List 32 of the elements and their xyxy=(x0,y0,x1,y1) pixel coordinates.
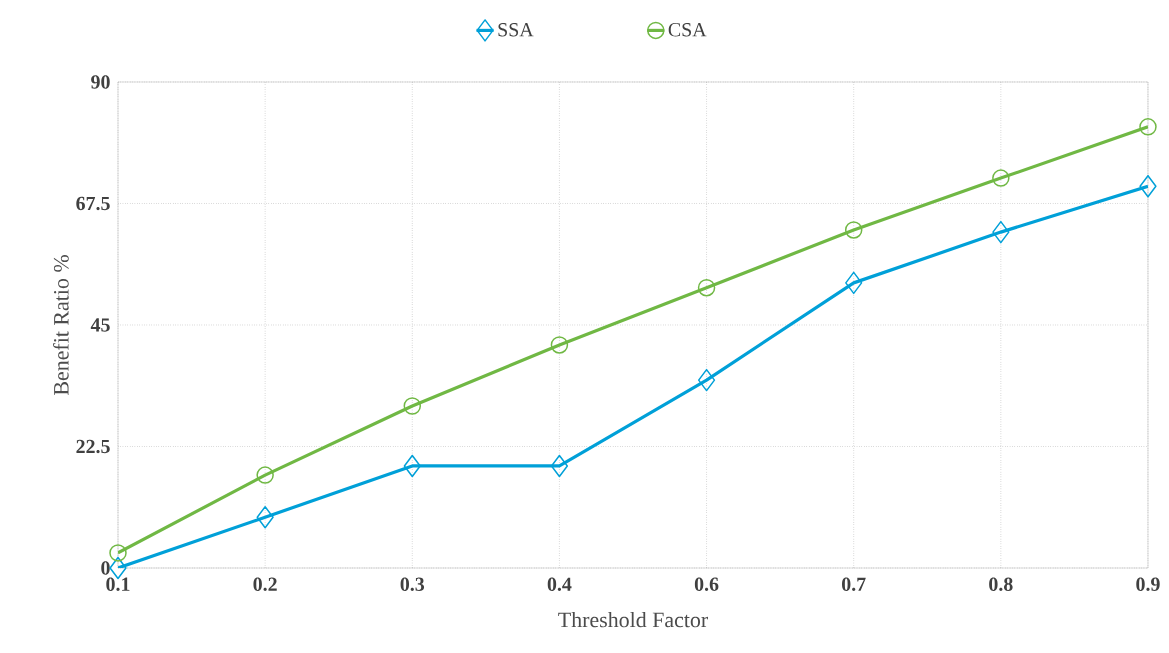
y-tick-label: 22.5 xyxy=(76,439,110,454)
point xyxy=(109,544,127,562)
y-tick-label: 0 xyxy=(101,561,110,575)
x-axis-title: Threshold Factor xyxy=(558,611,708,628)
point xyxy=(992,169,1010,187)
x-tick-label: 0.1 xyxy=(106,577,130,592)
x-tick-label: 0.9 xyxy=(1136,577,1160,592)
point xyxy=(550,336,569,354)
x-tick-label: 0.7 xyxy=(842,577,866,592)
y-tick-label: 67.5 xyxy=(76,196,110,211)
point xyxy=(403,454,421,478)
point xyxy=(256,466,274,484)
point xyxy=(845,271,863,295)
x-tick-label: 0.8 xyxy=(989,577,1013,592)
point xyxy=(992,220,1010,244)
legend-label: CSA xyxy=(668,23,707,37)
legend-label: SSA xyxy=(498,23,534,37)
point xyxy=(844,221,863,239)
y-tick-label: 90 xyxy=(91,75,110,89)
y-axis-title: Benefit Ratio % xyxy=(53,255,69,395)
point xyxy=(1139,118,1157,136)
point xyxy=(1139,174,1157,198)
point xyxy=(550,454,569,478)
x-tick-label: 0.6 xyxy=(694,577,719,592)
x-tick-label: 0.2 xyxy=(253,577,277,592)
point xyxy=(697,368,716,392)
point xyxy=(403,397,422,415)
point xyxy=(697,278,716,297)
y-tick-label: 45 xyxy=(90,318,110,332)
x-tick-label: 0.3 xyxy=(400,577,425,592)
x-tick-label: 0.4 xyxy=(547,577,572,592)
point xyxy=(256,505,274,529)
